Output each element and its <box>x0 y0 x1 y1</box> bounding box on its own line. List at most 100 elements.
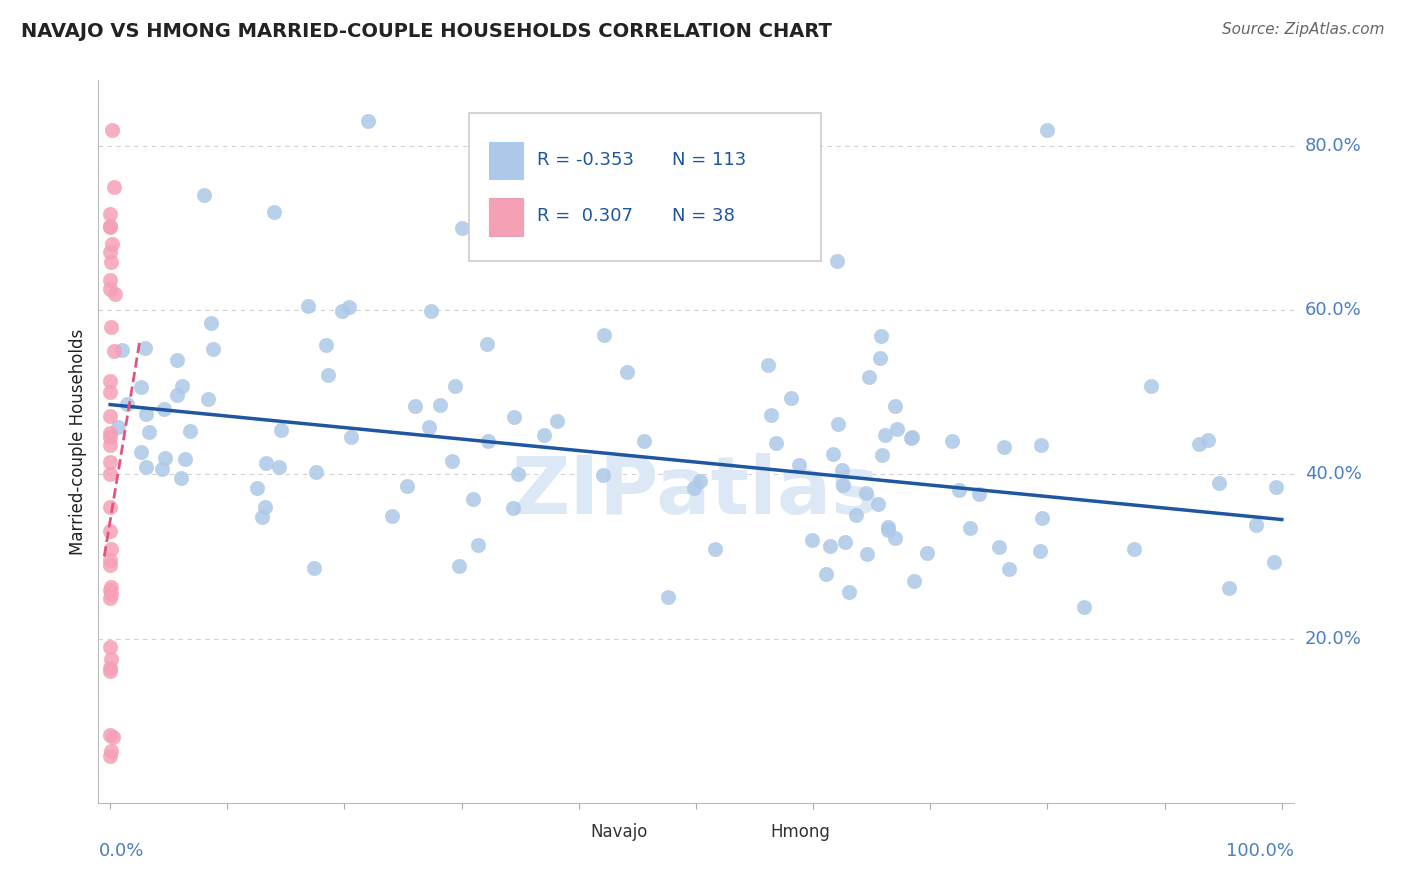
Point <box>315 337 337 351</box>
Point <box>193 188 215 202</box>
Point <box>200 316 222 330</box>
Text: N = 38: N = 38 <box>672 207 735 225</box>
Point <box>704 541 727 556</box>
Point <box>98 219 121 234</box>
Point <box>845 508 868 523</box>
Point <box>103 180 125 194</box>
Point <box>100 591 122 605</box>
FancyBboxPatch shape <box>489 142 523 179</box>
Point <box>179 424 201 438</box>
Point <box>202 342 225 356</box>
Point <box>508 467 530 482</box>
Point <box>404 399 426 413</box>
Point <box>685 122 707 136</box>
Point <box>381 508 404 523</box>
Point <box>1029 438 1052 452</box>
Point <box>591 122 613 136</box>
Point <box>787 458 810 472</box>
Point <box>418 420 440 434</box>
Text: N = 113: N = 113 <box>672 151 747 169</box>
Point <box>111 343 134 358</box>
Text: 0.0%: 0.0% <box>98 842 143 860</box>
Point <box>166 352 188 367</box>
Point <box>447 558 470 573</box>
Point <box>104 286 127 301</box>
Point <box>903 574 925 588</box>
Point <box>876 523 898 537</box>
Point <box>100 728 122 742</box>
Point <box>873 427 896 442</box>
Point <box>134 341 156 355</box>
Point <box>818 539 841 553</box>
Text: 40.0%: 40.0% <box>1305 466 1361 483</box>
FancyBboxPatch shape <box>470 112 821 260</box>
Point <box>305 465 328 479</box>
Text: Hmong: Hmong <box>770 822 830 840</box>
Point <box>900 431 922 445</box>
Point <box>166 387 188 401</box>
Text: 60.0%: 60.0% <box>1305 301 1361 319</box>
Point <box>100 320 122 334</box>
Point <box>765 436 787 450</box>
Point <box>129 380 152 394</box>
Point <box>297 299 319 313</box>
Point <box>1246 517 1268 532</box>
Point <box>838 585 860 599</box>
Point <box>170 379 193 393</box>
Point <box>135 407 157 421</box>
Point <box>616 365 638 379</box>
Point <box>633 434 655 449</box>
Point <box>869 328 891 343</box>
Text: Navajo: Navajo <box>591 822 648 840</box>
Point <box>858 369 880 384</box>
Text: ZIPatlas: ZIPatlas <box>512 453 880 531</box>
Point <box>98 664 121 678</box>
Point <box>100 374 122 388</box>
Point <box>270 423 292 437</box>
Point <box>443 379 465 393</box>
Point <box>98 640 121 654</box>
Point <box>831 463 853 477</box>
Point <box>868 498 890 512</box>
Point <box>901 430 924 444</box>
Point <box>98 244 121 259</box>
Point <box>101 122 124 136</box>
Text: R = -0.353: R = -0.353 <box>537 151 634 169</box>
Point <box>253 500 276 514</box>
Point <box>915 546 938 560</box>
Point <box>100 542 122 557</box>
Point <box>967 487 990 501</box>
Point <box>100 580 122 594</box>
Point <box>98 438 121 452</box>
Point <box>174 452 197 467</box>
Point <box>150 462 173 476</box>
Point <box>1031 510 1053 524</box>
Point <box>135 460 157 475</box>
Point <box>450 221 472 235</box>
Point <box>98 500 121 514</box>
Point <box>592 328 614 343</box>
Point <box>477 434 499 449</box>
Point <box>1218 581 1240 595</box>
Point <box>886 422 908 436</box>
Point <box>98 467 121 481</box>
Point <box>246 481 269 495</box>
Point <box>1197 434 1219 448</box>
Text: R =  0.307: R = 0.307 <box>537 207 633 225</box>
Point <box>339 430 361 444</box>
Point <box>197 392 219 406</box>
Point <box>98 384 121 399</box>
Point <box>1188 437 1211 451</box>
Point <box>800 533 823 547</box>
Point <box>98 282 121 296</box>
Text: NAVAJO VS HMONG MARRIED-COUPLE HOUSEHOLDS CORRELATION CHART: NAVAJO VS HMONG MARRIED-COUPLE HOUSEHOLD… <box>21 22 832 41</box>
Point <box>330 303 353 318</box>
Point <box>546 414 568 428</box>
Point <box>502 500 524 515</box>
Point <box>1140 379 1163 393</box>
Point <box>821 447 844 461</box>
Point <box>153 451 176 466</box>
Point <box>98 524 121 538</box>
Point <box>461 491 484 506</box>
Point <box>420 304 443 318</box>
